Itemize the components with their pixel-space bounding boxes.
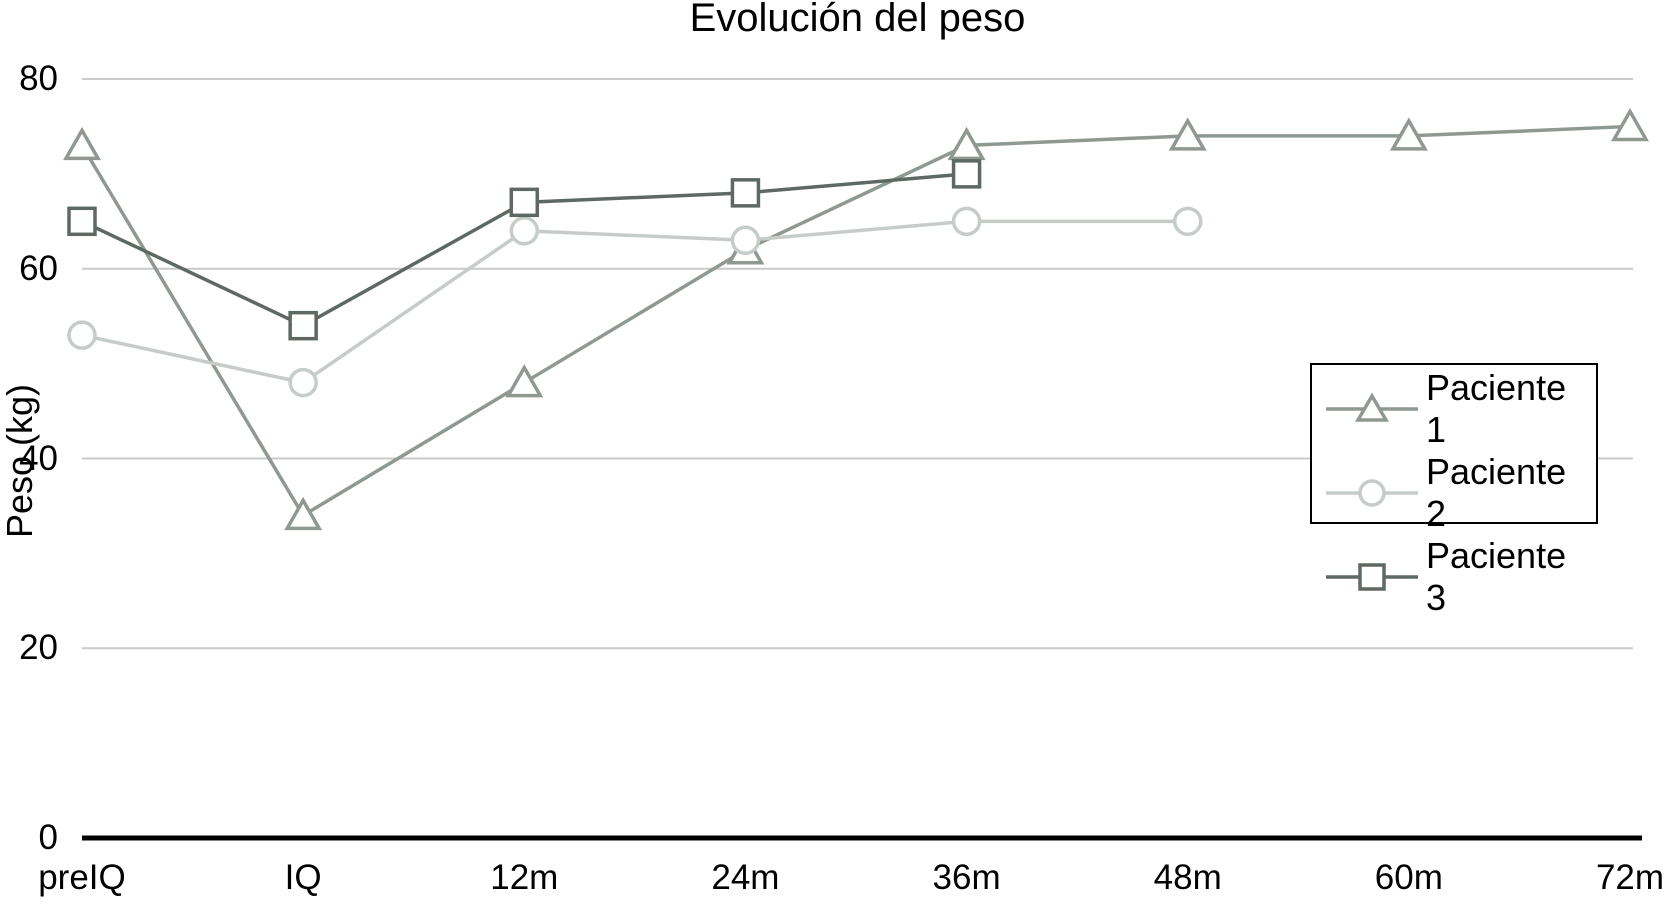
x-tick-label: 12m: [490, 858, 559, 897]
circle-marker: [509, 216, 540, 246]
legend-item: Paciente 2: [1312, 451, 1596, 535]
triangle-marker: [284, 496, 323, 531]
square-marker: [951, 159, 982, 189]
x-tick-label: 48m: [1153, 858, 1222, 897]
y-tick-label: 60: [19, 248, 58, 288]
circle-marker: [288, 367, 318, 398]
series-line-paciente-1: [80, 124, 1631, 518]
legend-item: Paciente 3: [1312, 535, 1596, 619]
circle-marker: [67, 320, 97, 350]
x-tick-label: 72m: [1595, 858, 1665, 897]
x-tick-label: IQ: [284, 858, 322, 897]
x-tick-label: 24m: [711, 858, 780, 897]
legend-item-label: Paciente 3: [1426, 535, 1567, 618]
triangle-marker: [947, 126, 986, 161]
legend-item: Paciente 1: [1312, 367, 1596, 451]
square-marker: [288, 310, 318, 341]
triangle-marker: [1610, 107, 1650, 142]
triangle-legend-key-icon: [1326, 392, 1418, 422]
x-tick-label: 60m: [1374, 858, 1443, 897]
x-tick-label: 36m: [932, 858, 1001, 897]
triangle-marker: [1389, 117, 1428, 151]
circle-marker: [730, 225, 761, 256]
circle-marker: [1172, 206, 1203, 237]
square-legend-key-icon: [1326, 563, 1418, 591]
triangle-marker: [1168, 117, 1207, 151]
triangle-marker: [505, 364, 544, 398]
y-tick-label: 40: [19, 438, 58, 478]
square-marker: [509, 187, 540, 218]
circle-marker: [951, 206, 982, 237]
y-tick-label: 0: [38, 818, 58, 857]
legend: Paciente 1 Paciente 2 Paciente 3: [1310, 363, 1598, 618]
triangle-marker: [62, 126, 102, 161]
y-tick-label: 80: [19, 59, 58, 98]
circle-legend-key-icon: [1326, 479, 1418, 507]
x-tick-label: preIQ: [38, 858, 126, 897]
y-tick-label: 20: [19, 628, 58, 668]
legend-item-label: Paciente 2: [1426, 451, 1567, 534]
series-line-paciente-2: [81, 219, 1188, 385]
chart-title: Evolución del peso: [689, 0, 1026, 40]
legend-item-label: Paciente 1: [1426, 367, 1567, 450]
square-marker: [730, 178, 761, 208]
square-marker: [67, 206, 97, 237]
